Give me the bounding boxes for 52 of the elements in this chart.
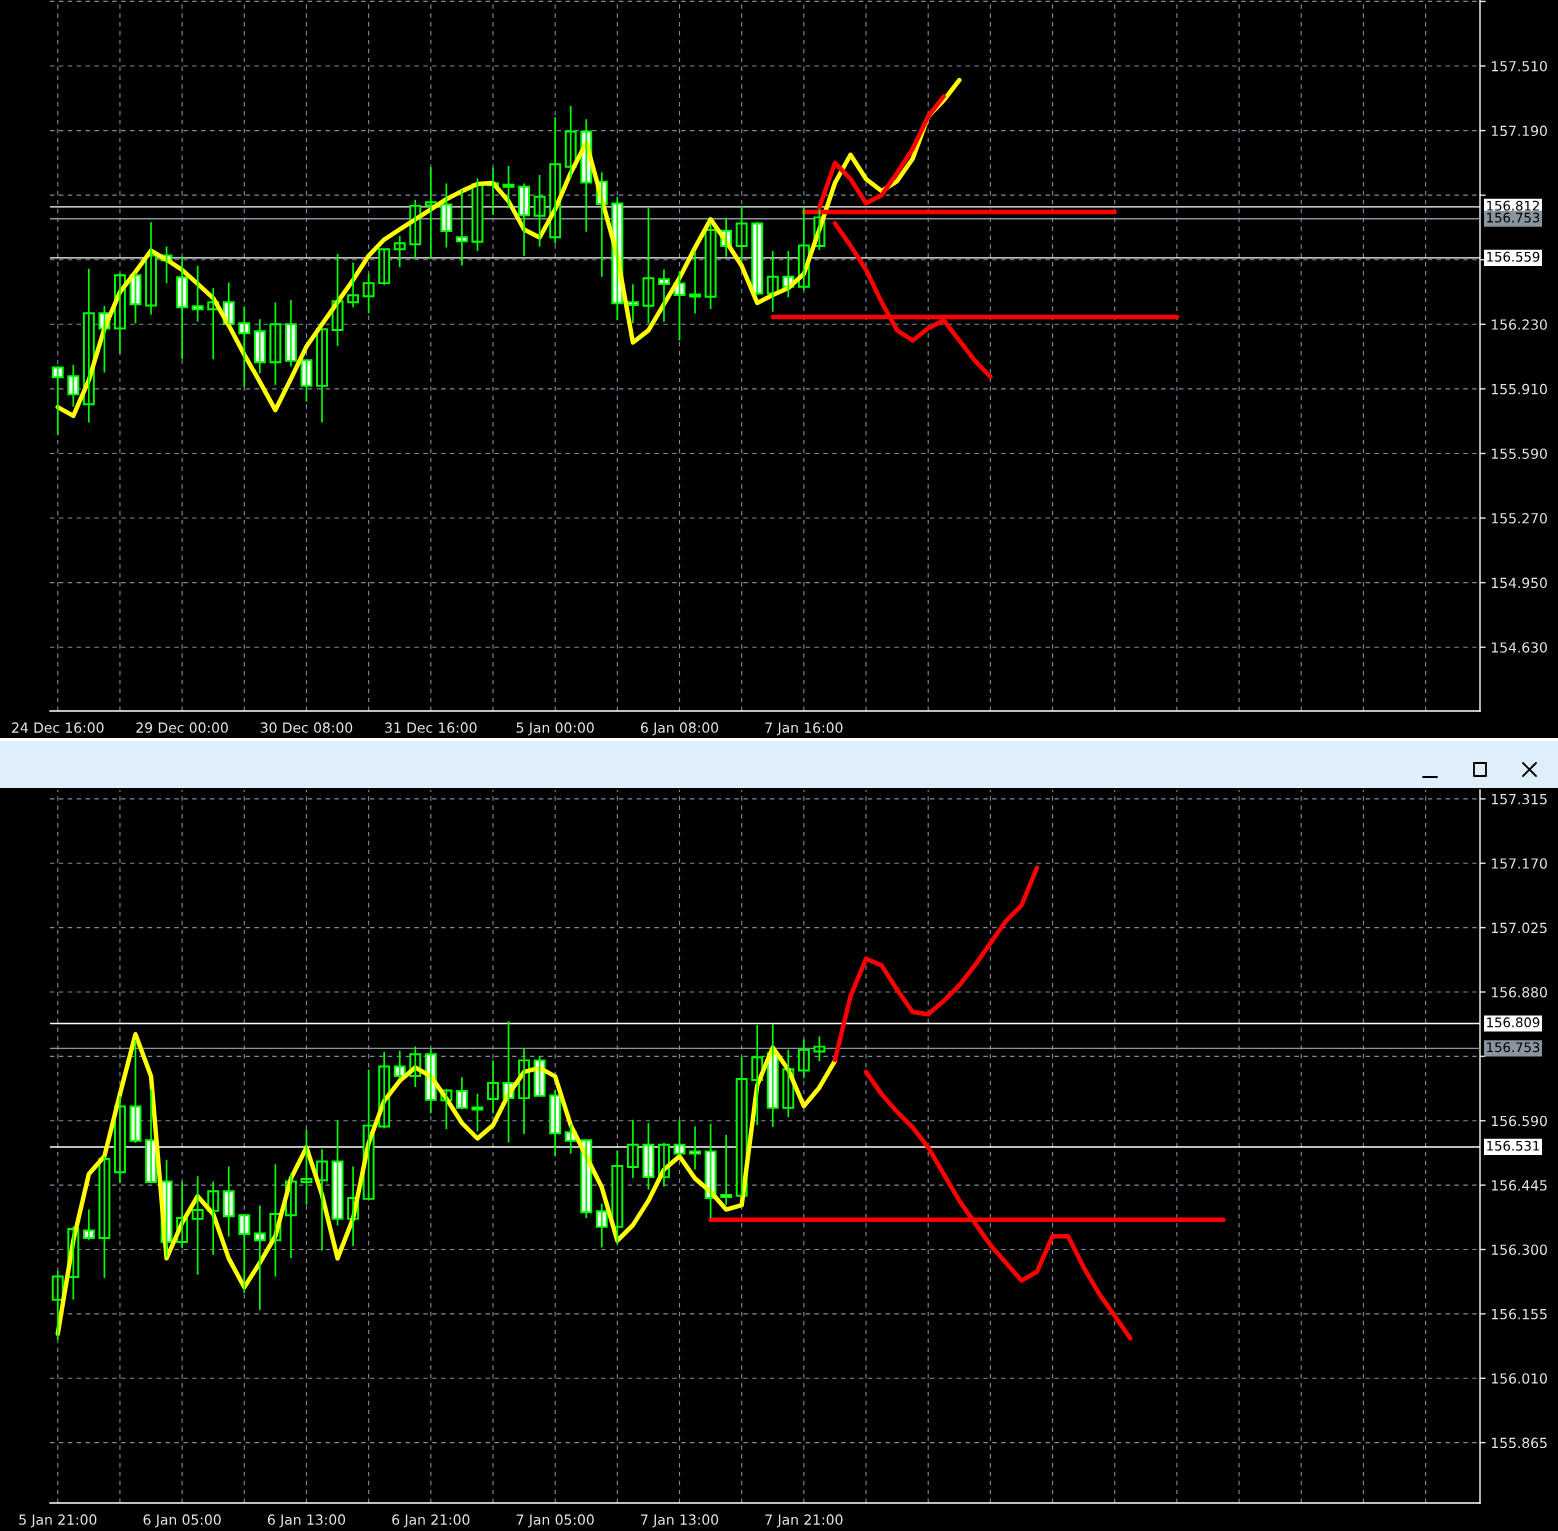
y-tick-label: 156.590 bbox=[1491, 1115, 1547, 1127]
candlestick bbox=[704, 222, 717, 310]
y-tick-label: 156.155 bbox=[1491, 1308, 1547, 1320]
x-tick-label: 7 Jan 16:00 bbox=[765, 722, 843, 736]
y-tick-label: 156.445 bbox=[1491, 1180, 1547, 1191]
x-tick-label: 24 Dec 16:00 bbox=[12, 722, 104, 733]
ref-line-label: 156.559 bbox=[1487, 251, 1540, 262]
x-tick-label: 29 Dec 00:00 bbox=[136, 722, 228, 733]
x-tick-label: 7 Jan 21:00 bbox=[765, 1514, 843, 1528]
ref-line-label: 156.753 bbox=[1487, 1042, 1540, 1053]
x-tick-label: 5 Jan 21:00 bbox=[19, 1514, 97, 1528]
x-tick-label: 30 Dec 08:00 bbox=[260, 722, 353, 733]
y-tick-label: 157.025 bbox=[1491, 922, 1547, 934]
y-tick-label: 155.910 bbox=[1491, 383, 1547, 395]
y-tick-label: 156.010 bbox=[1491, 1373, 1547, 1384]
candlestick bbox=[191, 265, 204, 323]
x-tick-label: 7 Jan 05:00 bbox=[516, 1514, 594, 1528]
candlestick bbox=[191, 1175, 204, 1276]
line-series bbox=[832, 865, 1040, 1063]
y-tick-label: 156.880 bbox=[1491, 986, 1547, 998]
line-series bbox=[55, 77, 962, 419]
ref-line-label: 156.809 bbox=[1487, 1017, 1540, 1028]
y-tick-label: 155.590 bbox=[1491, 448, 1547, 459]
y-tick-label: 155.865 bbox=[1491, 1437, 1547, 1449]
ref-line-label: 156.753 bbox=[1487, 212, 1540, 223]
y-tick-label: 157.190 bbox=[1491, 125, 1547, 137]
y-tick-label: 154.950 bbox=[1491, 577, 1547, 589]
x-tick-label: 5 Jan 00:00 bbox=[516, 722, 594, 736]
x-tick-label: 31 Dec 16:00 bbox=[385, 722, 477, 733]
y-tick-label: 155.270 bbox=[1491, 513, 1547, 524]
y-tick-label: 157.315 bbox=[1491, 793, 1547, 805]
candlestick bbox=[471, 1092, 484, 1133]
y-tick-label: 154.630 bbox=[1491, 642, 1547, 653]
x-tick-label: 6 Jan 13:00 bbox=[267, 1514, 346, 1528]
line-series bbox=[55, 1031, 838, 1337]
ref-line-label: 156.812 bbox=[1487, 200, 1539, 211]
x-tick-label: 6 Jan 21:00 bbox=[392, 1514, 470, 1528]
candlestick bbox=[362, 273, 375, 315]
candlestick bbox=[269, 301, 282, 386]
candlestick bbox=[642, 207, 655, 325]
y-tick-label: 156.230 bbox=[1491, 319, 1547, 330]
x-tick-label: 7 Jan 13:00 bbox=[641, 1514, 719, 1528]
candlestick bbox=[82, 1208, 95, 1241]
candlestick bbox=[533, 174, 546, 248]
candlestick bbox=[98, 1155, 111, 1279]
x-tick-label: 6 Jan 05:00 bbox=[143, 1514, 221, 1528]
y-tick-label: 157.170 bbox=[1491, 858, 1547, 869]
ref-line-label: 156.531 bbox=[1487, 1140, 1540, 1151]
y-tick-label: 157.510 bbox=[1491, 60, 1547, 72]
candlestick bbox=[658, 268, 670, 323]
x-tick-label: 6 Jan 08:00 bbox=[640, 722, 719, 736]
y-tick-label: 156.300 bbox=[1491, 1244, 1547, 1255]
